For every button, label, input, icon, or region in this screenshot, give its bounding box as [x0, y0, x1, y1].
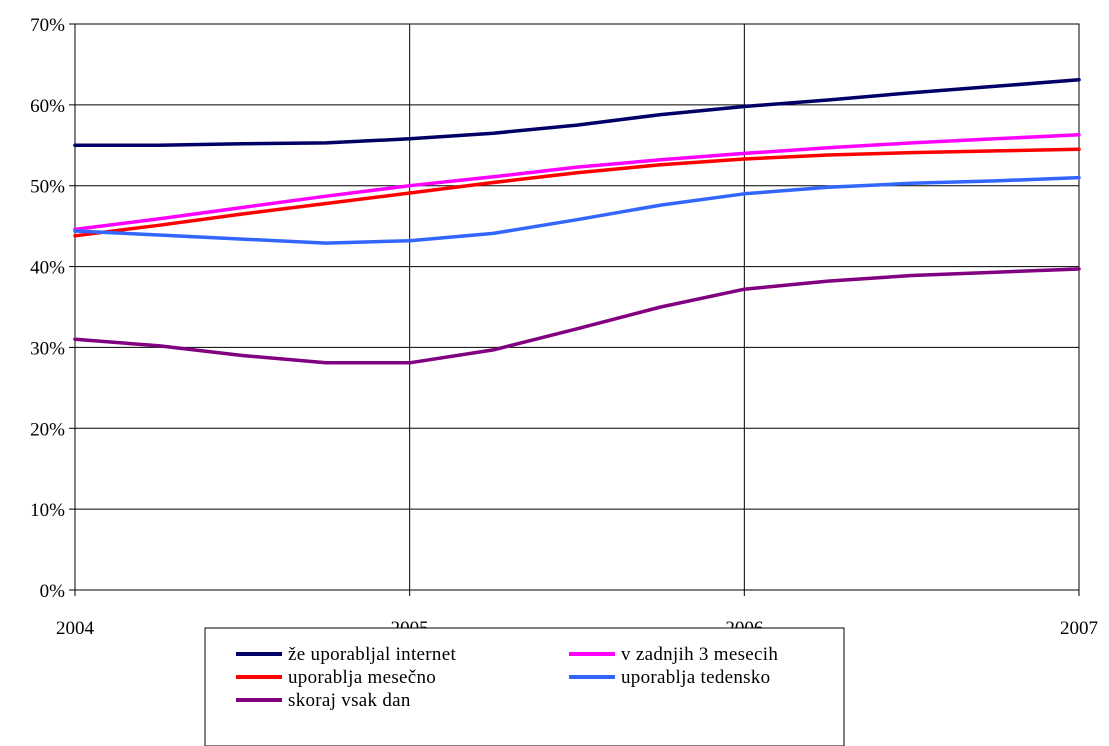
series-line-1 — [73, 78, 1081, 148]
legend-label-2: v zadnjih 3 mesecih — [621, 644, 778, 665]
legend-box — [204, 627, 845, 746]
y-tick-label: 0% — [40, 581, 66, 602]
y-tick-label: 50% — [30, 177, 65, 198]
series-line-3 — [73, 147, 1081, 238]
legend-label-3: uporablja mesečno — [288, 667, 436, 688]
y-tick-label: 40% — [30, 258, 65, 279]
y-tick-label: 10% — [30, 500, 65, 521]
x-tick-label: 2007 — [1060, 618, 1098, 639]
plot-area — [74, 23, 1080, 591]
series-line-5 — [73, 267, 1081, 365]
y-tick-label: 30% — [30, 338, 65, 359]
legend-label-5: skoraj vsak dan — [288, 690, 411, 711]
y-tick-label: 70% — [30, 15, 65, 36]
y-tick-label: 60% — [30, 96, 65, 117]
series-line-4 — [73, 175, 1081, 245]
y-tick-label: 20% — [30, 419, 65, 440]
legend-label-4: uporablja tedensko — [621, 667, 770, 688]
x-tick-label: 2004 — [56, 618, 95, 639]
legend-label-1: že uporabljal internet — [288, 644, 456, 665]
series-line-2 — [73, 133, 1081, 232]
